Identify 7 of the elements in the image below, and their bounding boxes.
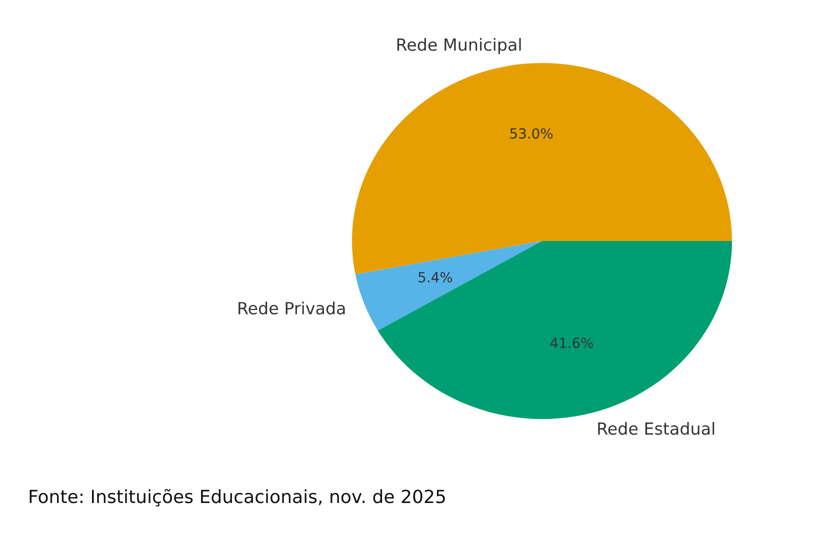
data-label: 53.0% [510, 128, 553, 139]
source-note: Fonte: Instituições Educacionais, nov. de 2025 [30, 488, 445, 506]
data-label: 41.6% [550, 338, 594, 348]
slice-label: Rede Estadual [598, 422, 714, 435]
slice-label: Rede Municipal [397, 38, 521, 54]
slice-label: Rede Privada [238, 302, 345, 314]
data-label: 5.4% [418, 272, 452, 282]
